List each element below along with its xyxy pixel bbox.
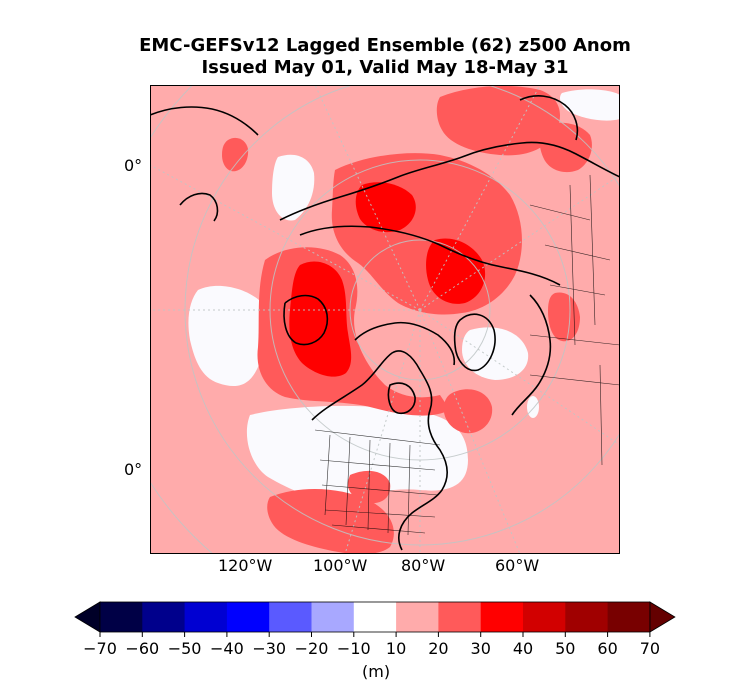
colorbar-cell — [184, 602, 228, 632]
colorbar-cell — [269, 602, 312, 632]
colorbar-tick-label: −50 — [168, 639, 202, 658]
coastline-northwest — [150, 106, 259, 136]
colorbar-tick-label: 70 — [640, 639, 660, 658]
coastline-alaska — [283, 294, 329, 346]
boundary-asia — [529, 334, 620, 466]
colorbar-cell — [438, 602, 482, 632]
meridian-line-8 — [314, 85, 421, 311]
lat-label-upper: 0° — [124, 156, 143, 175]
boundary-europe — [529, 174, 611, 346]
colorbar-tick-label: −20 — [295, 639, 329, 658]
eastern-north-america-neutral — [246, 405, 468, 505]
coastline-europe-north — [519, 95, 579, 141]
title-line-2: Issued May 01, Valid May 18-May 31 — [201, 57, 569, 78]
colorbar-cell — [311, 602, 355, 632]
central-pacific-neutral — [188, 285, 267, 387]
colorbar-tick-label: −60 — [125, 639, 159, 658]
title-line-1: EMC-GEFSv12 Lagged Ensemble (62) z500 An… — [139, 35, 631, 56]
north-atlantic-anomaly — [436, 85, 560, 156]
colorbar-tick-label: 30 — [471, 639, 491, 658]
colorbar-cell — [353, 602, 397, 632]
alaska-core-anomaly — [289, 261, 352, 377]
north-pacific-neutral-patch — [560, 89, 620, 121]
colorbar-tick-label: 20 — [428, 639, 448, 658]
colorbar-tick-label: 60 — [597, 639, 617, 658]
lon-label-120w: 120°W — [218, 556, 273, 575]
boundary-us-canada — [314, 429, 441, 446]
boundary-us-states-a — [324, 434, 411, 536]
coastline-eurasia — [279, 141, 620, 221]
colorbar-cell — [565, 602, 609, 632]
scandinavia-anomaly — [539, 122, 592, 173]
colorbar-unit: (m) — [362, 662, 391, 681]
coastline-canada-arctic — [354, 321, 456, 366]
siberia-core-anomaly — [355, 182, 416, 233]
coastline-hudson-bay — [387, 382, 416, 415]
central-asia-neutral — [462, 327, 529, 380]
colorbar-cell — [142, 602, 186, 632]
lon-label-100w: 100°W — [313, 556, 368, 575]
coastline-siberia-arctic — [299, 225, 561, 286]
western-europe-anomaly — [222, 137, 249, 172]
colorbar-cell — [226, 602, 270, 632]
colorbar-tick-label: 40 — [513, 639, 533, 658]
colorbar-over-arrow — [649, 601, 676, 633]
colorbar-cell — [607, 602, 651, 632]
colorbar-under-arrow — [74, 601, 101, 633]
anomaly-map — [150, 85, 620, 554]
colorbar-frame — [99, 601, 651, 633]
lat-label-lower: 0° — [124, 460, 143, 479]
coastline-greenland — [453, 313, 496, 372]
colorbar-cell — [100, 602, 143, 632]
meridian-line-4 — [419, 309, 521, 554]
lon-label-80w: 80°W — [401, 556, 446, 575]
boundary-mexico — [331, 524, 426, 534]
colorbar-cell — [523, 602, 566, 632]
boundary-us-states-b — [319, 459, 439, 518]
colorbar-tick-label: 10 — [386, 639, 406, 658]
colorbar-tick-label: −30 — [252, 639, 286, 658]
coastline-japan — [179, 192, 219, 222]
colorbar: −70 −60 −50 −40 −30 −20 −10 10 20 30 40 50 60 70 — [74, 601, 676, 658]
meridian-line-5 — [419, 309, 620, 446]
colorbar-cell — [396, 602, 439, 632]
map-frame — [150, 85, 620, 554]
colorbar-tick-label: −70 — [83, 639, 117, 658]
gulf-anomaly — [443, 389, 493, 434]
kara-core-anomaly — [426, 238, 486, 304]
southeast-anomaly — [548, 292, 580, 342]
coastline-europe — [511, 294, 552, 416]
colorbar-tick-label: −10 — [337, 639, 371, 658]
arctic-neutral-patch — [272, 154, 315, 221]
colorbar-cell — [480, 602, 524, 632]
coastline-north-america — [311, 350, 448, 551]
lon-label-60w: 60°W — [495, 556, 540, 575]
colorbar-tick-label: −40 — [210, 639, 244, 658]
meridian-line-6 — [419, 174, 620, 311]
meridian-line-9 — [150, 164, 421, 311]
small-neutral-patch — [527, 396, 539, 418]
colorbar-tick-label: 50 — [555, 639, 575, 658]
